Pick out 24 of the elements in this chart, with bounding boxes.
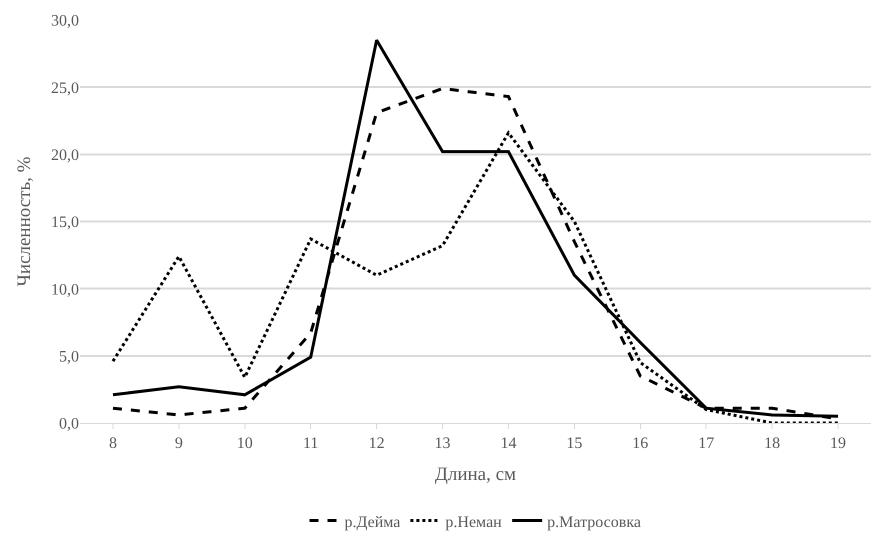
y-tick-label: 15,0	[51, 214, 79, 232]
legend-label: р.Дейма	[344, 514, 400, 531]
legend-label: р.Матросовка	[547, 514, 641, 531]
x-tick-label: 8	[108, 435, 117, 452]
x-tick-label: 10	[236, 435, 253, 452]
x-tick-label: 16	[632, 435, 648, 452]
x-tick-label: 12	[368, 435, 385, 452]
x-tick-label: 19	[830, 435, 846, 452]
y-tick-label: 5,0	[59, 348, 79, 366]
y-tick-label: 0,0	[59, 416, 79, 433]
x-tick-label: 11	[303, 435, 318, 452]
x-tick-label: 15	[566, 435, 582, 452]
x-tick-label: 13	[434, 435, 451, 452]
y-tick-label: 25,0	[51, 80, 79, 97]
legend-label: р.Неман	[445, 514, 502, 531]
y-tick-label: 20,0	[51, 146, 79, 164]
y-tick-label: 30,0	[51, 12, 79, 30]
y-axis-title: Численность, %	[14, 156, 35, 286]
x-axis-title: Длина, см	[434, 464, 516, 485]
y-tick-label: 10,0	[51, 281, 79, 298]
x-tick-label: 17	[698, 435, 714, 452]
x-tick-label: 18	[764, 435, 780, 452]
x-tick-label: 9	[174, 435, 183, 452]
x-tick-label: 14	[500, 435, 516, 452]
